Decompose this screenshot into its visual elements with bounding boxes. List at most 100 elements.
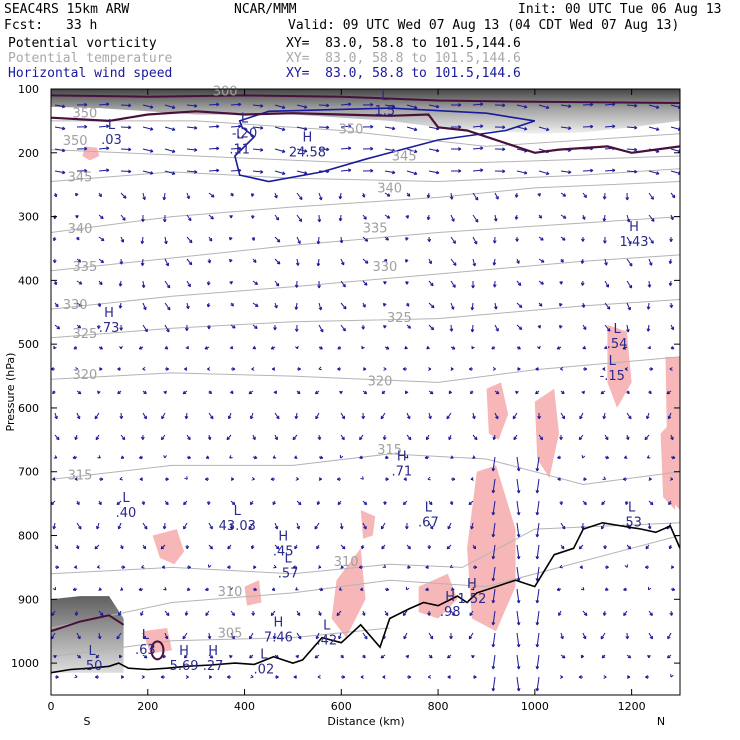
wind-vector-head <box>166 284 171 289</box>
wind-vector-head <box>557 477 561 481</box>
wind-vector-head <box>514 194 519 198</box>
wind-vector <box>142 104 154 109</box>
wind-vector-head <box>252 345 257 350</box>
theta-label: 320 <box>368 375 393 390</box>
wind-vector-head <box>273 564 277 569</box>
wind-vector <box>471 324 474 333</box>
wind-vector-head <box>603 240 607 244</box>
wind-vector-head <box>449 196 454 200</box>
wind-vector-head <box>480 146 484 151</box>
wind-vector <box>428 522 434 530</box>
wind-vector-head <box>516 600 521 604</box>
wind-vector-head <box>315 635 320 640</box>
wind-vector-head <box>668 282 673 287</box>
wind-vector-head <box>545 171 550 176</box>
wind-vector-head <box>208 675 212 679</box>
wind-vector-head <box>606 328 611 332</box>
wind-vector-head <box>160 436 165 441</box>
wind-vector <box>600 632 606 640</box>
wind-vector-head <box>458 147 462 151</box>
wind-vector <box>274 148 286 153</box>
wind-vector-head <box>523 126 528 131</box>
wind-vector-head <box>578 545 583 550</box>
wind-vector <box>516 544 520 560</box>
isentrope <box>51 181 680 233</box>
wind-vector-head <box>668 501 672 506</box>
wind-vector <box>516 456 520 472</box>
wind-vector-head <box>502 169 506 174</box>
wind-vector-head <box>648 262 653 266</box>
pv-high-marker: H <box>629 220 639 235</box>
wind-vector-head <box>583 501 587 506</box>
wind-vector-head <box>471 654 475 659</box>
wind-vector <box>536 676 540 692</box>
wind-vector <box>186 236 193 244</box>
wind-vector-head <box>647 525 652 530</box>
pv-surface-contour <box>51 614 125 633</box>
isentrope <box>51 453 680 486</box>
wind-vector-head <box>557 455 561 460</box>
wind-vector-head <box>581 304 586 308</box>
wind-vector-head <box>53 655 57 659</box>
wind-vector-head <box>492 284 497 288</box>
wind-vector-head <box>260 148 264 152</box>
wind-vector-head <box>184 415 189 420</box>
wind-vector-head <box>655 127 660 131</box>
wind-vector <box>164 236 167 245</box>
theta-label: 335 <box>363 222 388 237</box>
wind-vector-head <box>315 415 319 420</box>
wind-vector-head <box>260 126 264 130</box>
wind-vector-head <box>74 477 78 481</box>
wind-vector <box>340 125 352 128</box>
wind-vector <box>164 126 176 131</box>
wind-vector-head <box>164 635 169 640</box>
wind-vector-head <box>406 193 411 197</box>
pv-low-marker: L <box>628 501 636 516</box>
wind-vector <box>120 170 132 173</box>
wind-vector <box>120 192 127 199</box>
wind-vector-head <box>578 436 583 441</box>
wind-vector-head <box>516 644 521 648</box>
wind-vector-head <box>473 675 477 679</box>
theta-label: 340 <box>377 181 402 196</box>
wind-vector-head <box>360 587 364 591</box>
y-tick-label: 700 <box>18 466 39 479</box>
field-xy-theta: XY= 83.0, 58.8 to 101.5,144.6 <box>286 51 521 66</box>
wind-vector-head <box>337 346 341 350</box>
wind-vector-head <box>207 260 212 264</box>
wind-vector <box>516 324 523 330</box>
wind-vector <box>318 324 324 333</box>
wind-vector <box>116 632 122 640</box>
wind-vector <box>516 500 520 516</box>
wind-vector-head <box>52 586 57 591</box>
wind-vector-head <box>229 215 233 219</box>
isentrope <box>51 149 680 163</box>
wind-vector <box>468 632 474 640</box>
wind-vector-head <box>121 436 126 441</box>
wind-vector-head <box>427 674 432 679</box>
wind-vector-head <box>427 545 432 550</box>
wind-vector-head <box>602 476 606 480</box>
wind-vector-head <box>556 346 561 350</box>
wind-vector-head <box>382 303 387 307</box>
wind-vector <box>536 610 540 626</box>
wind-vector <box>164 280 171 289</box>
wind-vector-head <box>402 367 406 371</box>
wind-vector-head <box>361 415 366 420</box>
wind-vector-head <box>628 284 633 289</box>
wind-vector <box>472 192 479 201</box>
wind-vector-head <box>228 259 233 263</box>
wind-vector <box>318 104 330 107</box>
terrain-line <box>51 521 680 674</box>
wind-vector-head <box>502 125 506 130</box>
wind-vector <box>384 126 396 130</box>
wind-vector-head <box>336 477 341 481</box>
wind-vector <box>626 214 630 223</box>
wind-vector-head <box>558 612 562 616</box>
wind-vector-head <box>581 390 585 395</box>
wind-vector <box>296 148 308 152</box>
wind-vector-head <box>292 436 297 441</box>
wind-vector-head <box>561 525 566 530</box>
wind-vector-head <box>426 345 430 350</box>
wind-vector-head <box>250 215 255 219</box>
